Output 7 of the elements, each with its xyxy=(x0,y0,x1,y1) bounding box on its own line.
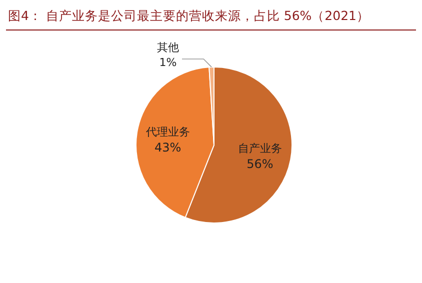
chart-title: 图4： 自产业务是公司最主要的营收来源，占比 56%（2021） xyxy=(8,8,370,23)
slice-label: 代理业务 xyxy=(144,126,190,139)
data-label: 1% xyxy=(159,56,177,69)
data-label: 43% xyxy=(154,140,182,155)
data-label: 56% xyxy=(246,156,274,171)
slice-label: 自产业务 xyxy=(238,142,282,155)
slice-label: 其他 xyxy=(157,41,179,54)
